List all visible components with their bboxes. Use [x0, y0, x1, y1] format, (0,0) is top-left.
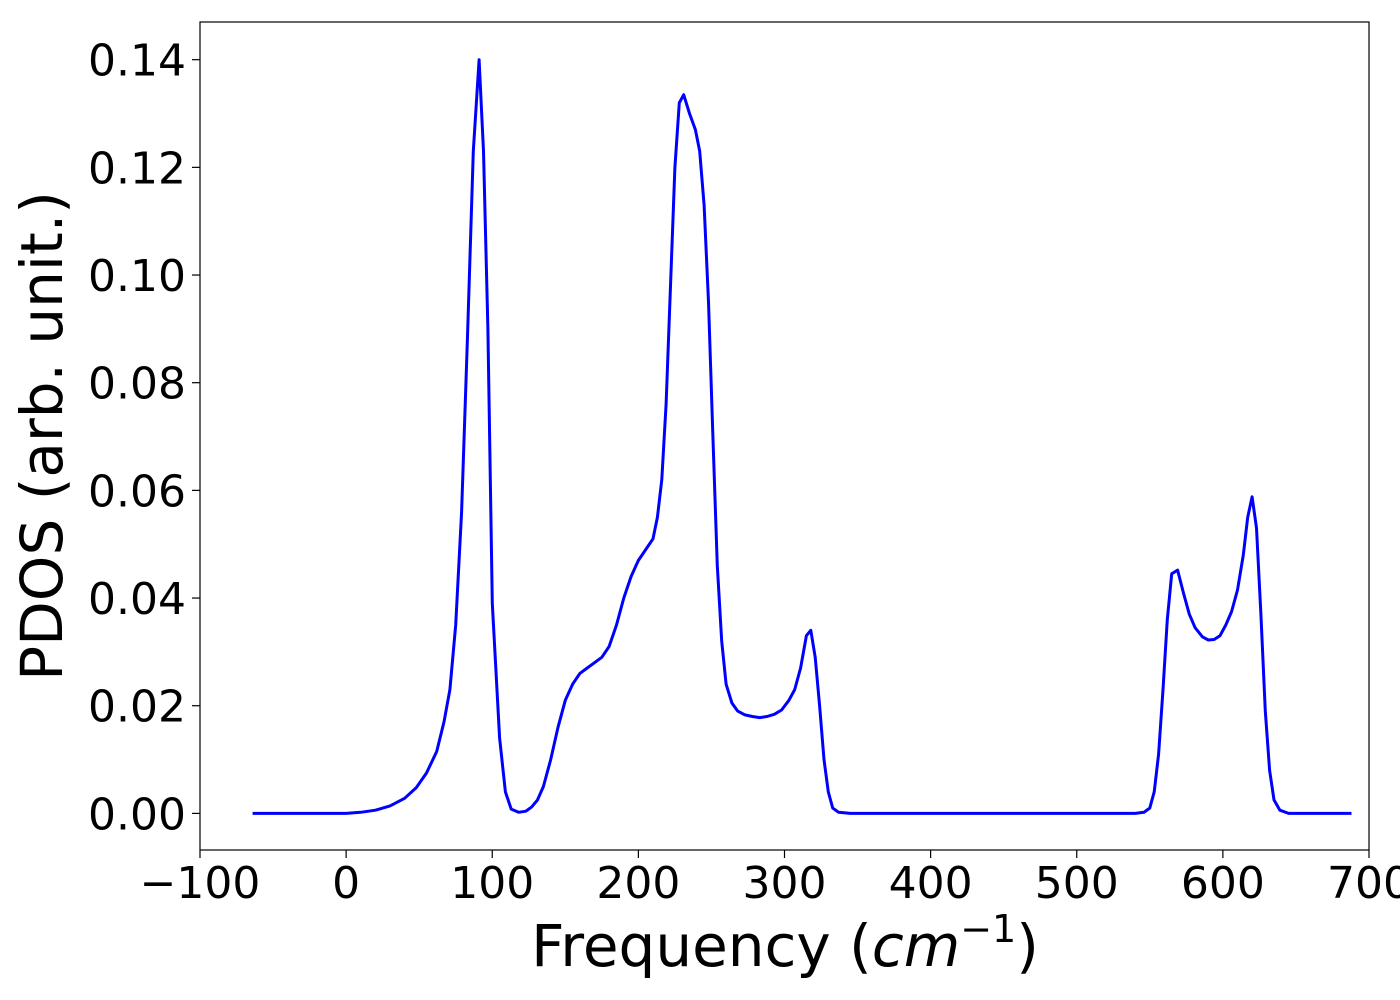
y-tick-label: 0.02 [88, 682, 186, 733]
y-tick-label: 0.10 [88, 251, 186, 302]
y-tick-label: 0.12 [88, 143, 186, 194]
x-tick-label: 500 [1035, 858, 1119, 909]
plot-series [252, 58, 1352, 815]
x-tick-label: 300 [743, 858, 827, 909]
x-tick-label: 400 [889, 858, 973, 909]
x-tick-label: 600 [1181, 858, 1265, 909]
x-tick-label: 100 [450, 858, 534, 909]
x-axis-label-close: ) [1016, 912, 1039, 980]
axis-ticks: −100 0 100 200 300 400 500 600 700 0.00 0.02 0.04 0.… [88, 36, 1400, 909]
x-axis-label-text: Frequency ( [531, 912, 872, 980]
x-axis-label-exponent: −1 [960, 907, 1016, 951]
y-tick-label: 0.14 [88, 36, 186, 87]
plot-frame [199, 21, 1370, 851]
x-axis-label-unit: cm [872, 912, 960, 980]
y-tick-label: 0.04 [88, 574, 186, 625]
y-tick-label: 0.08 [88, 359, 186, 410]
pdos-series-line [252, 58, 1352, 815]
x-axis-label: Frequency (cm−1) [531, 907, 1039, 980]
x-tick-label: 700 [1327, 858, 1400, 909]
x-tick-label: −100 [140, 858, 261, 909]
y-tick-label: 0.00 [88, 789, 186, 840]
y-tick-label: 0.06 [88, 466, 186, 517]
x-tick-label: 0 [332, 858, 360, 909]
y-axis-label: PDOS (arb. unit.) [8, 191, 76, 681]
x-tick-label: 200 [596, 858, 680, 909]
